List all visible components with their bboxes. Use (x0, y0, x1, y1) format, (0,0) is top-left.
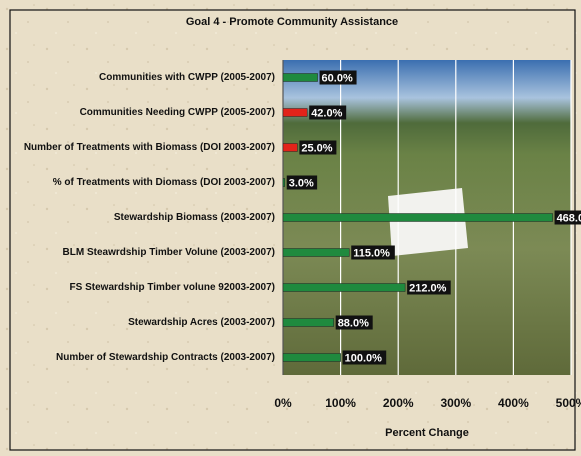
value-label: 3.0% (289, 177, 314, 189)
bar (282, 353, 341, 362)
value-label-bg (335, 315, 373, 330)
value-label-bg (554, 210, 581, 225)
value-label-bg (309, 105, 347, 120)
frame (9, 9, 576, 451)
x-tick-label: 100% (325, 396, 356, 410)
y-tick-label: Communities with CWPP (2005-2007) (99, 72, 275, 83)
sign (388, 188, 468, 256)
value-label: 42.0% (311, 107, 342, 119)
y-tick-label: % of Treatments with Diomass (DOI 2003-2… (53, 177, 275, 188)
bar (282, 108, 308, 117)
value-label-bg (299, 140, 337, 155)
bar (282, 248, 350, 257)
y-tick-label: Stewardship Biomass (2003-2007) (114, 212, 275, 223)
value-label: 468.0% (557, 212, 581, 224)
bar (282, 213, 553, 222)
value-label-bg (319, 70, 357, 85)
value-label-bg (342, 350, 387, 365)
value-label-bg (351, 245, 395, 260)
x-tick-label: 400% (498, 396, 529, 410)
y-tick-label: FS Stewardship Timber volune 92003-2007) (70, 282, 275, 293)
y-tick-label: Stewardship Acres (2003-2007) (128, 317, 275, 328)
x-tick-label: 0% (274, 396, 292, 410)
value-label: 100.0% (345, 352, 383, 364)
x-tick-label: 200% (383, 396, 414, 410)
y-tick-label: Number of Stewardship Contracts (2003-20… (56, 352, 275, 363)
bar (282, 318, 334, 327)
y-tick-label: BLM Steawrdship Timber Volune (2003-2007… (63, 247, 275, 258)
y-tick-label: Number of Treatments with Biomass (DOI 2… (24, 142, 275, 153)
x-tick-label: 500% (556, 396, 581, 410)
bar (282, 73, 318, 82)
value-label-bg (407, 280, 451, 295)
value-label: 115.0% (353, 247, 390, 259)
value-label: 25.0% (301, 142, 332, 154)
bar (282, 178, 285, 187)
x-axis-label: Percent Change (385, 427, 469, 439)
value-label: 88.0% (338, 317, 369, 329)
value-label-bg (286, 175, 318, 190)
chart-title: Goal 4 - Promote Community Assistance (186, 16, 398, 28)
y-tick-label: Communities Needing CWPP (2005-2007) (80, 107, 275, 118)
value-label: 60.0% (322, 72, 353, 84)
value-label: 212.0% (409, 282, 447, 294)
x-tick-label: 300% (440, 396, 471, 410)
bar (282, 283, 406, 292)
bar (282, 143, 298, 152)
